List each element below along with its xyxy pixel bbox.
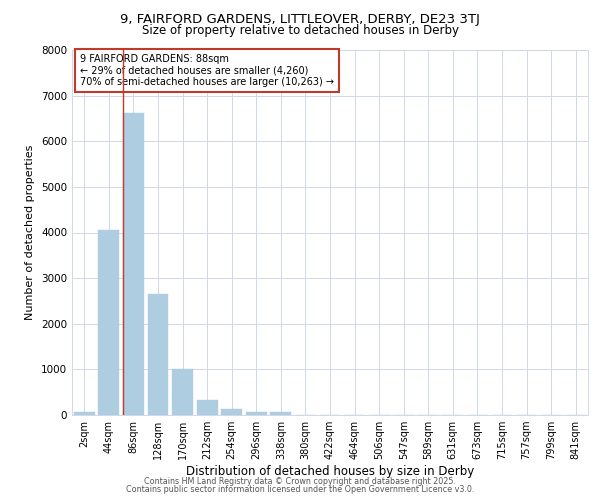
Text: Contains public sector information licensed under the Open Government Licence v3: Contains public sector information licen… [126,485,474,494]
Text: Size of property relative to detached houses in Derby: Size of property relative to detached ho… [142,24,458,37]
X-axis label: Distribution of detached houses by size in Derby: Distribution of detached houses by size … [186,465,474,478]
Text: 9, FAIRFORD GARDENS, LITTLEOVER, DERBY, DE23 3TJ: 9, FAIRFORD GARDENS, LITTLEOVER, DERBY, … [120,12,480,26]
Bar [74,412,95,415]
Bar [197,400,218,415]
Bar [123,113,144,415]
Bar [172,369,193,415]
Bar [98,230,119,415]
Bar [148,294,169,415]
Bar [221,410,242,415]
Y-axis label: Number of detached properties: Number of detached properties [25,145,35,320]
Text: Contains HM Land Registry data © Crown copyright and database right 2025.: Contains HM Land Registry data © Crown c… [144,477,456,486]
Bar [246,412,267,415]
Text: 9 FAIRFORD GARDENS: 88sqm
← 29% of detached houses are smaller (4,260)
70% of se: 9 FAIRFORD GARDENS: 88sqm ← 29% of detac… [80,54,334,87]
Bar [271,412,292,415]
